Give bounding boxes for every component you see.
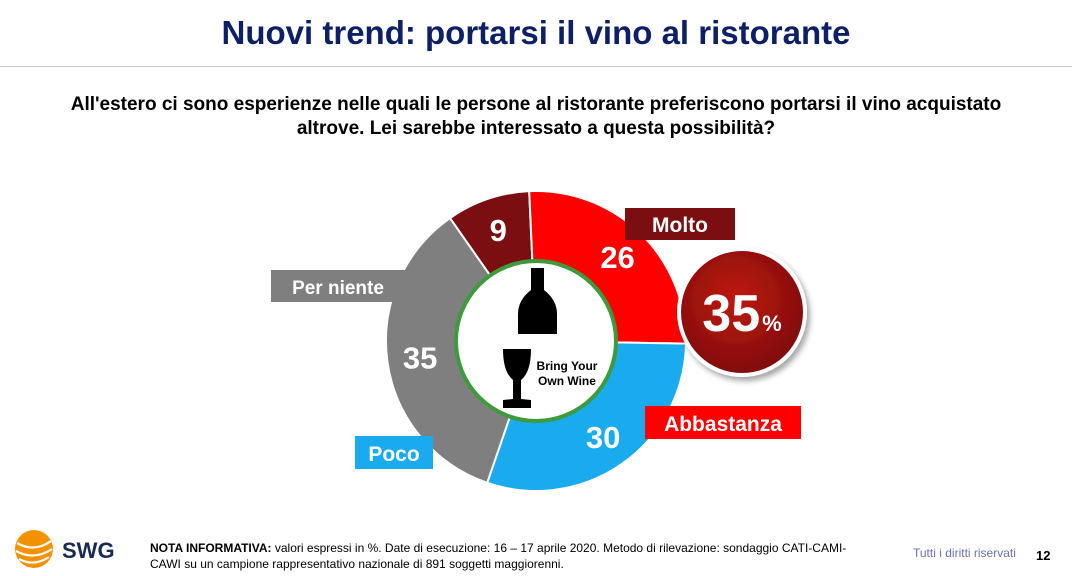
question-line-1: All'estero ci sono esperienze nelle qual… <box>70 94 1002 115</box>
page-title: Nuovi trend: portarsi il vino al ristora… <box>221 14 851 51</box>
center-text-line-1: Bring Your <box>537 359 598 373</box>
total-badge <box>677 247 807 377</box>
footer-note-text: valori espressi in %. Date di esecuzione… <box>150 541 847 571</box>
value-label-per-niente: 35 <box>403 340 437 375</box>
title-divider <box>0 66 1072 67</box>
label-box-poco <box>355 436 433 469</box>
center-text-line-2: Own Wine <box>538 374 596 388</box>
legend-label-molto: Molto <box>652 214 708 237</box>
value-label-abbastanza: 26 <box>600 240 634 275</box>
wine-glass-icon <box>503 349 531 408</box>
survey-question: All'estero ci sono esperienze nelle qual… <box>20 93 1052 141</box>
question-line-2: altrove. Lei sarebbe interessato a quest… <box>296 118 776 139</box>
donut-center <box>454 259 618 423</box>
swg-logo: SWG <box>15 530 115 568</box>
swg-logo-text: SWG <box>62 538 115 563</box>
legend-label-poco: Poco <box>368 443 419 466</box>
wine-bottle-icon <box>518 268 557 334</box>
value-label-molto: 9 <box>490 213 507 248</box>
footer-note-label: NOTA INFORMATIVA: <box>150 541 272 555</box>
label-box-molto <box>625 208 735 240</box>
globe-icon <box>15 530 53 568</box>
total-badge-text: 35% <box>702 285 781 343</box>
legend-label-per-niente: Per niente <box>292 278 384 299</box>
footer-note: NOTA INFORMATIVA: valori espressi in %. … <box>150 540 870 572</box>
label-box-abbastanza <box>645 406 801 439</box>
legend-label-abbastanza: Abbastanza <box>664 413 782 436</box>
page-number: 12 <box>1036 548 1051 563</box>
value-label-poco: 30 <box>586 420 620 455</box>
label-box-per-niente <box>271 270 405 302</box>
footer-rights: Tutti i diritti riservati <box>913 546 1016 560</box>
